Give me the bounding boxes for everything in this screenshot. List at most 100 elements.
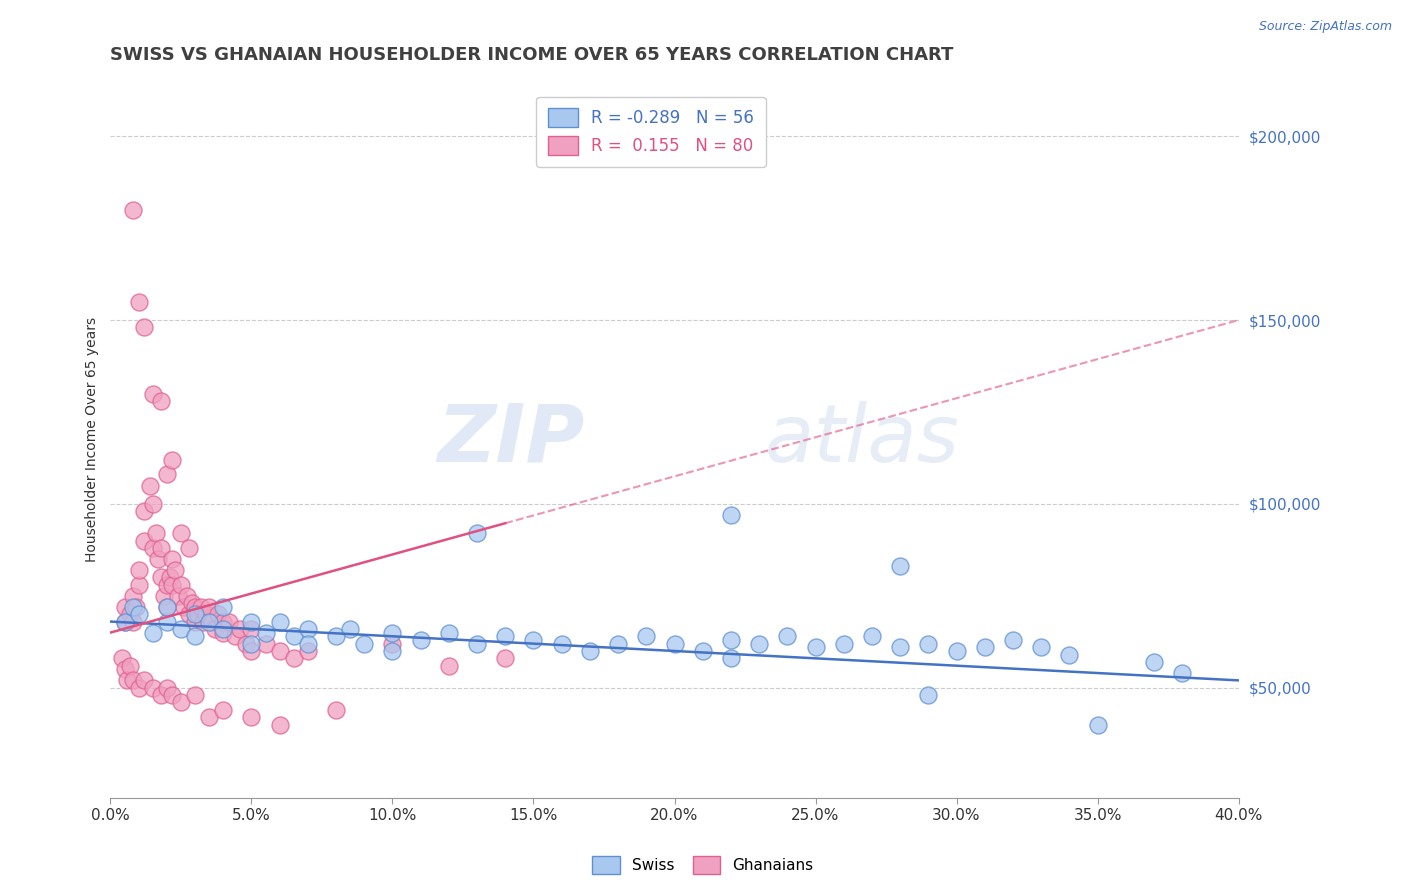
Point xyxy=(804,640,827,655)
Text: atlas: atlas xyxy=(765,401,959,479)
Point xyxy=(297,644,319,658)
Point xyxy=(437,625,460,640)
Point xyxy=(111,651,134,665)
Point xyxy=(494,629,516,643)
Point xyxy=(240,710,263,724)
Point xyxy=(179,541,201,555)
Point xyxy=(117,673,139,688)
Point xyxy=(212,599,235,614)
Point xyxy=(179,607,201,622)
Point xyxy=(1001,632,1024,647)
Point xyxy=(218,615,240,629)
Point xyxy=(240,622,263,636)
Point xyxy=(134,504,156,518)
Point xyxy=(162,578,184,592)
Point xyxy=(269,615,291,629)
Point xyxy=(720,651,742,665)
Point xyxy=(212,622,235,636)
Point xyxy=(128,578,150,592)
Point xyxy=(550,637,572,651)
Point xyxy=(212,703,235,717)
Point xyxy=(150,541,173,555)
Point xyxy=(170,622,193,636)
Point xyxy=(240,615,263,629)
Point xyxy=(832,637,855,651)
Point xyxy=(114,615,136,629)
Point xyxy=(201,615,224,629)
Point xyxy=(184,629,207,643)
Point xyxy=(917,688,939,702)
Point xyxy=(148,552,170,566)
Point xyxy=(114,615,136,629)
Point xyxy=(636,629,658,643)
Point xyxy=(409,632,432,647)
Point xyxy=(170,526,193,541)
Point xyxy=(889,559,911,574)
Point xyxy=(173,599,195,614)
Point xyxy=(150,570,173,584)
Point xyxy=(156,615,179,629)
Point xyxy=(193,615,215,629)
Point xyxy=(325,629,347,643)
Point xyxy=(156,578,179,592)
Point xyxy=(465,637,488,651)
Point xyxy=(142,386,165,401)
Point xyxy=(860,629,883,643)
Point xyxy=(607,637,630,651)
Point xyxy=(150,393,173,408)
Point xyxy=(465,526,488,541)
Point xyxy=(128,607,150,622)
Point xyxy=(339,622,361,636)
Point xyxy=(162,688,184,702)
Point xyxy=(150,688,173,702)
Point xyxy=(159,570,181,584)
Point xyxy=(207,607,229,622)
Point xyxy=(139,478,162,492)
Point xyxy=(945,644,967,658)
Point xyxy=(142,497,165,511)
Point xyxy=(122,589,145,603)
Point xyxy=(269,717,291,731)
Point xyxy=(142,681,165,695)
Point xyxy=(297,622,319,636)
Point xyxy=(1031,640,1053,655)
Point xyxy=(198,615,221,629)
Point xyxy=(184,615,207,629)
Point xyxy=(1171,666,1194,681)
Point xyxy=(1143,655,1166,669)
Point xyxy=(156,681,179,695)
Point xyxy=(283,651,305,665)
Point xyxy=(114,662,136,676)
Point xyxy=(212,615,235,629)
Point xyxy=(167,589,190,603)
Legend: Swiss, Ghanaians: Swiss, Ghanaians xyxy=(586,850,820,880)
Point xyxy=(235,637,257,651)
Point xyxy=(229,622,252,636)
Point xyxy=(162,552,184,566)
Point xyxy=(153,589,176,603)
Point xyxy=(283,629,305,643)
Point xyxy=(1087,717,1109,731)
Point xyxy=(437,658,460,673)
Point xyxy=(917,637,939,651)
Point xyxy=(181,596,204,610)
Point xyxy=(720,632,742,647)
Point xyxy=(125,599,148,614)
Point xyxy=(297,637,319,651)
Point xyxy=(381,625,404,640)
Point xyxy=(170,696,193,710)
Point xyxy=(381,644,404,658)
Point xyxy=(748,637,770,651)
Point xyxy=(142,541,165,555)
Point xyxy=(165,563,187,577)
Point xyxy=(212,625,235,640)
Point xyxy=(170,578,193,592)
Point xyxy=(198,599,221,614)
Point xyxy=(134,320,156,334)
Point xyxy=(114,599,136,614)
Point xyxy=(254,625,277,640)
Point xyxy=(145,526,167,541)
Text: Source: ZipAtlas.com: Source: ZipAtlas.com xyxy=(1258,20,1392,33)
Point xyxy=(134,673,156,688)
Point xyxy=(122,615,145,629)
